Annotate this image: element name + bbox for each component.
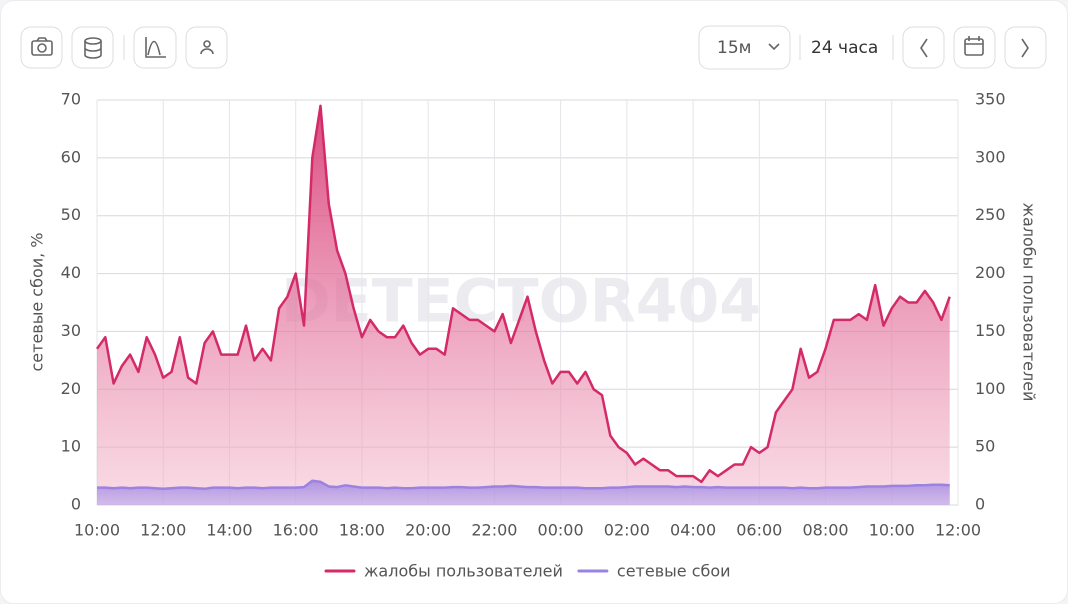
- database-button[interactable]: [71, 26, 114, 69]
- user-button[interactable]: [185, 26, 228, 69]
- x-tick-label: 14:00: [206, 521, 252, 540]
- y2-tick-label: 300: [975, 147, 1006, 166]
- x-tick-label: 18:00: [339, 521, 385, 540]
- x-tick-label: 20:00: [405, 521, 451, 540]
- y2-tick-label: 100: [975, 379, 1006, 398]
- x-tick-label: 08:00: [802, 521, 848, 540]
- x-tick-label: 10:00: [74, 521, 120, 540]
- y2-tick-label: 200: [975, 263, 1006, 282]
- x-tick-label: 04:00: [670, 521, 716, 540]
- x-tick-label: 00:00: [538, 521, 584, 540]
- y2-tick-label: 250: [975, 205, 1006, 224]
- y-tick-label: 10: [61, 437, 81, 456]
- legend-label: сетевые сбои: [617, 562, 731, 581]
- y-axis-label: сетевые сбои, %: [28, 232, 47, 371]
- y-tick-label: 60: [61, 147, 81, 166]
- interval: 15м: [717, 38, 751, 58]
- y2-tick-label: 150: [975, 321, 1006, 340]
- y-tick-label: 70: [61, 90, 81, 109]
- range: 24 часа: [811, 38, 878, 58]
- y-tick-label: 20: [61, 379, 81, 398]
- line: [95, 104, 951, 484]
- interval-select[interactable]: 15м: [698, 25, 791, 70]
- plot: [95, 104, 951, 506]
- y-tick-label: 0: [71, 495, 81, 514]
- y2-tick-label: 0: [975, 495, 985, 514]
- toolbar: 15м 24 часа: [20, 25, 1047, 70]
- camera-button[interactable]: [20, 26, 63, 69]
- x-tick-label: 22:00: [471, 521, 517, 540]
- x-tick-label: 12:00: [935, 521, 981, 540]
- y2-axis-label: жалобы пользователей: [1020, 203, 1039, 402]
- chart-type-button[interactable]: [133, 26, 177, 69]
- legend-label: жалобы пользователей: [364, 562, 563, 581]
- next-button[interactable]: [1004, 26, 1047, 69]
- x-tick-label: 16:00: [273, 521, 319, 540]
- y-tick-label: 40: [61, 263, 81, 282]
- x-tick-label: 10:00: [869, 521, 915, 540]
- x-tick-label: 12:00: [140, 521, 186, 540]
- y-tick-label: 50: [61, 205, 81, 224]
- line: [97, 479, 950, 491]
- x-tick-label: 06:00: [736, 521, 782, 540]
- y-tick-label: 30: [61, 321, 81, 340]
- prev-button[interactable]: [902, 26, 945, 69]
- y2-tick-label: 50: [975, 437, 995, 456]
- x-tick-label: 02:00: [604, 521, 650, 540]
- legend: жалобы пользователей сетевые сбои: [324, 562, 731, 581]
- area: [97, 480, 950, 505]
- calendar-button[interactable]: [953, 26, 996, 69]
- y2-tick-label: 350: [975, 90, 1006, 109]
